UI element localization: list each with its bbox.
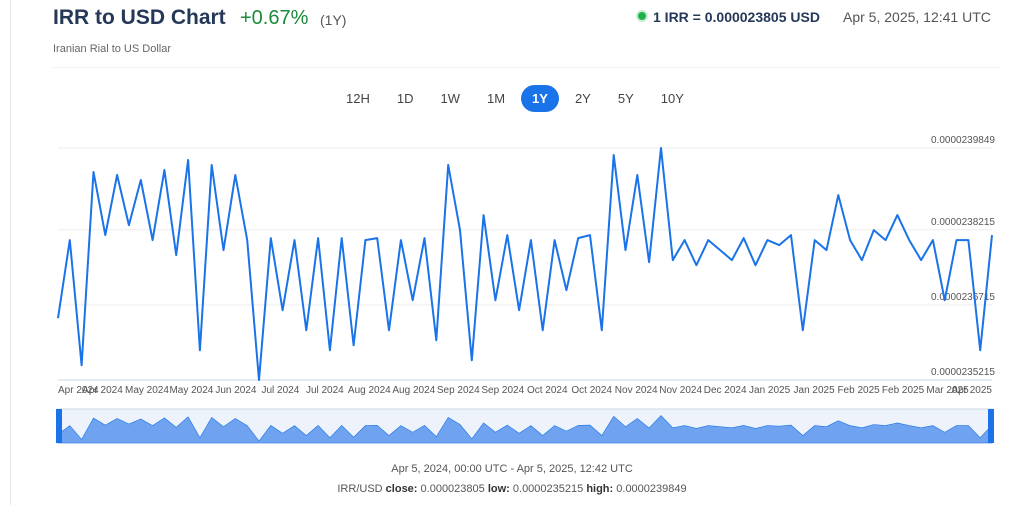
range-buttons: 12H 1D 1W 1M 1Y 2Y 5Y 10Y — [335, 85, 695, 112]
range-text: Apr 5, 2024, 00:00 UTC - Apr 5, 2025, 12… — [391, 463, 633, 475]
y-tick-label: 0.0000235215 — [931, 367, 995, 378]
rate: 1 IRR = 0.000023805 USD — [653, 9, 820, 25]
separator — [53, 67, 999, 68]
x-tick-label: Nov 2024 — [659, 385, 702, 396]
close: 0.000023805 — [420, 483, 485, 495]
x-tick-label: Dec 2024 — [704, 385, 747, 396]
y-tick-label: 0.0000238215 — [931, 217, 995, 228]
high-label: high: — [586, 483, 614, 495]
change: +0.67% — [240, 7, 309, 29]
x-tick-label: Apr 2025 — [951, 385, 992, 396]
close-label: close: — [385, 483, 418, 495]
x-tick-label: Sep 2024 — [481, 385, 524, 396]
range-button[interactable]: 5Y — [617, 91, 634, 106]
x-tick-label: Sep 2024 — [437, 385, 480, 396]
x-tick-label: Oct 2024 — [571, 385, 612, 396]
summary: IRR/USD close: 0.000023805 low: 0.000023… — [0, 483, 1024, 495]
x-tick-label: Jul 2024 — [261, 385, 299, 396]
range-button[interactable]: 1Y — [521, 85, 559, 112]
x-tick-label: Feb 2025 — [882, 385, 925, 396]
x-tick-label: Aug 2024 — [348, 385, 391, 396]
y-tick-label: 0.0000239849 — [931, 135, 995, 146]
x-tick-label: Mar 2025 — [926, 385, 969, 396]
edge — [10, 0, 11, 505]
low: 0.0000235215 — [512, 483, 584, 495]
pair: IRR/USD — [337, 483, 383, 495]
x-tick-label: Jun 2024 — [215, 385, 257, 396]
x-tick-label: Feb 2025 — [837, 385, 880, 396]
range-button[interactable]: 1W — [440, 91, 460, 106]
price-line — [57, 147, 993, 381]
y-tick-label: 0.0000236715 — [931, 292, 995, 303]
x-tick-label: May 2024 — [169, 385, 213, 396]
x-tick-label: Jan 2025 — [749, 385, 791, 396]
period: (1Y) — [320, 12, 347, 28]
range-button[interactable]: 2Y — [574, 91, 591, 106]
navigator-handle[interactable] — [988, 409, 994, 443]
x-tick-label: Jan 2025 — [794, 385, 836, 396]
x-tick-label: May 2024 — [125, 385, 169, 396]
x-tick-label: Jul 2024 — [306, 385, 344, 396]
range-button[interactable]: 1M — [486, 91, 506, 106]
x-tick-label: Oct 2024 — [527, 385, 568, 396]
timestamp: Apr 5, 2025, 12:41 UTC — [843, 9, 991, 25]
navigator-area — [57, 415, 993, 444]
x-tick-label: Apr 2024 — [82, 385, 123, 396]
navigator-handle[interactable] — [56, 409, 62, 443]
high: 0.0000239849 — [616, 483, 687, 495]
low-label: low: — [487, 483, 510, 495]
x-tick-label: Nov 2024 — [615, 385, 658, 396]
chart: 0.0000235215 0.0000236715 0.0000238215 0.00… — [56, 135, 995, 444]
range-button[interactable]: 12H — [346, 91, 370, 106]
range-button[interactable]: 1D — [396, 91, 414, 106]
title: IRR to USD Chart — [53, 6, 226, 29]
x-tick-label: Apr 2024 — [58, 385, 99, 396]
live-dot — [638, 12, 646, 20]
x-tick-label: Aug 2024 — [392, 385, 435, 396]
range-button[interactable]: 10Y — [660, 91, 684, 106]
subtitle: Iranian Rial to US Dollar — [53, 43, 171, 55]
